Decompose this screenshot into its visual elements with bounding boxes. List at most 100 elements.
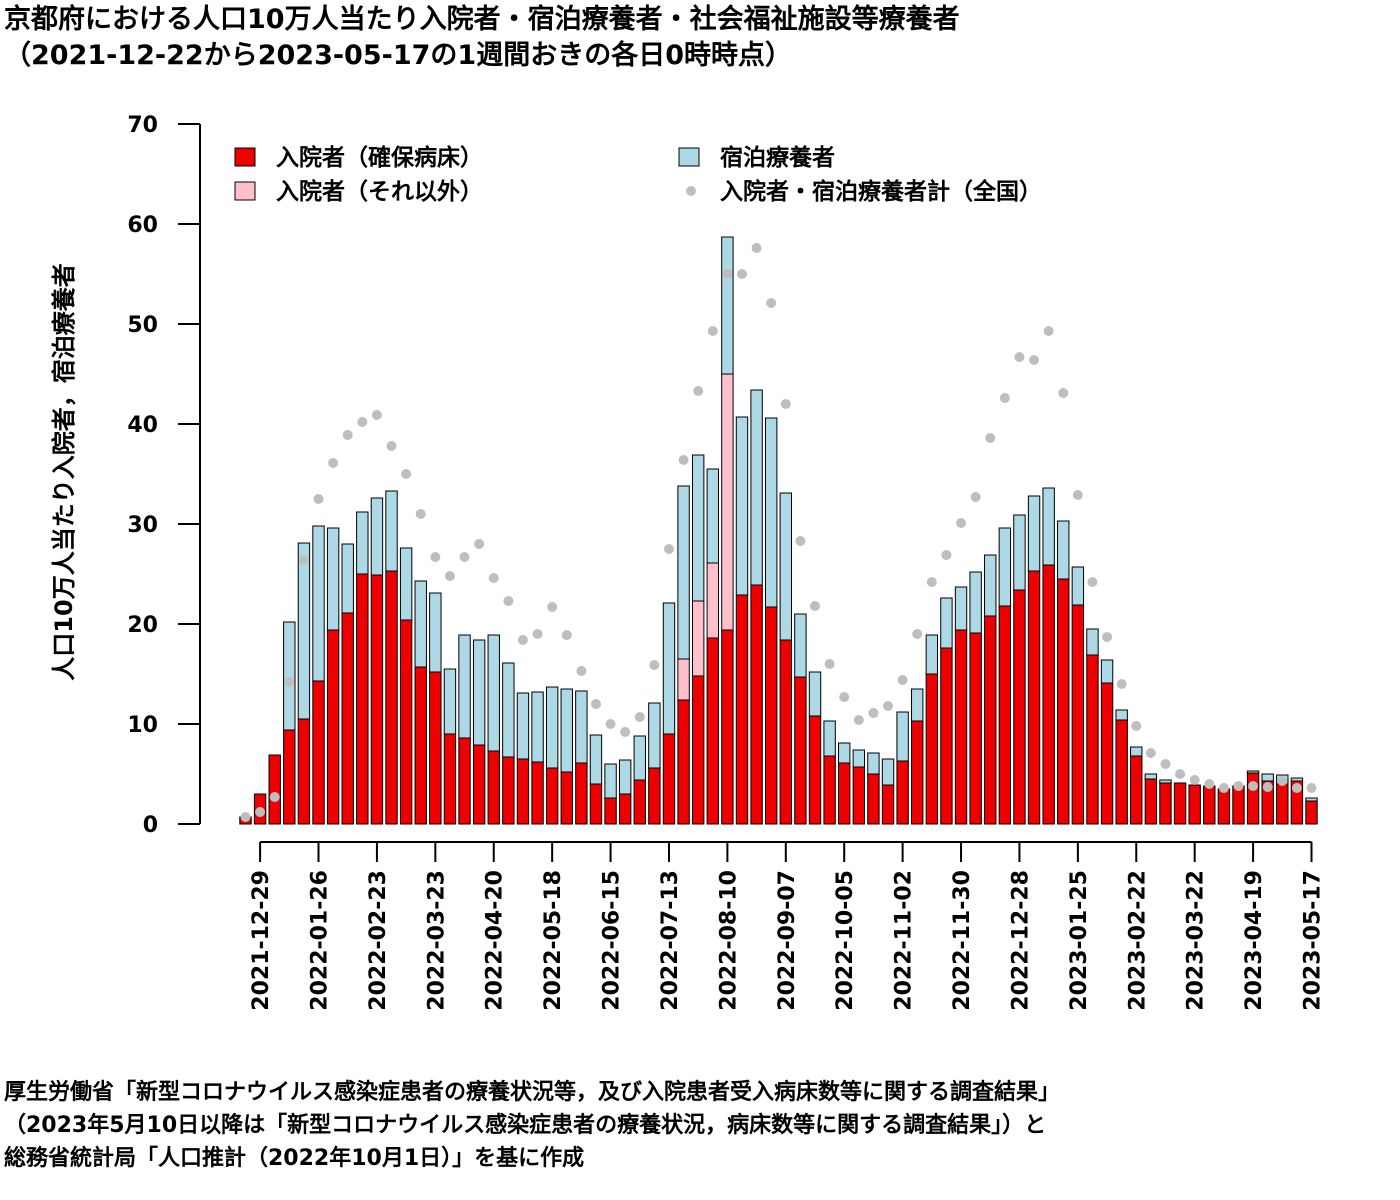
national-total-point xyxy=(736,269,747,279)
bar-segment-series-0 xyxy=(399,619,413,825)
bar-segment-series-2 xyxy=(662,602,676,735)
bar-segment-series-0 xyxy=(414,666,427,825)
national-total-point xyxy=(517,635,528,645)
bar-segment-series-0 xyxy=(677,699,690,825)
bar-segment-series-0 xyxy=(1246,772,1260,825)
y-tick-label: 0 xyxy=(143,813,158,838)
bar-segment-series-0 xyxy=(385,570,398,825)
bar-segment-series-0 xyxy=(1013,589,1026,825)
national-total-point xyxy=(342,430,353,440)
x-tick-label: 2021-12-29 xyxy=(249,870,274,1011)
bar-segment-series-0 xyxy=(896,760,909,825)
national-total-point xyxy=(1131,721,1142,731)
bar-segment-series-0 xyxy=(764,606,778,825)
national-total-point xyxy=(547,602,558,612)
x-tick-label: 2022-04-20 xyxy=(483,870,508,1011)
legend-swatch xyxy=(686,186,696,196)
national-total-point xyxy=(693,386,704,396)
bar-segment-series-0 xyxy=(794,676,807,825)
legend-label: 入院者（確保病床） xyxy=(276,144,483,171)
bar-segment-series-2 xyxy=(1144,773,1158,780)
bar-segment-series-0 xyxy=(633,779,646,825)
bar-segment-series-2 xyxy=(1013,514,1026,591)
national-total-point xyxy=(1175,769,1186,779)
bar-segment-series-2 xyxy=(575,690,588,764)
national-total-point xyxy=(1145,748,1156,758)
bar-segment-series-0 xyxy=(618,793,632,825)
bar-segment-series-2 xyxy=(823,720,836,757)
x-tick-label: 2022-09-07 xyxy=(775,870,800,1011)
national-total-point xyxy=(985,433,996,443)
bar-segment-series-2 xyxy=(911,688,924,722)
national-total-point xyxy=(561,630,572,640)
national-total-point xyxy=(766,298,777,308)
bar-segment-series-2 xyxy=(589,734,603,785)
source-note: 厚生労働省「新型コロナウイルス感染症患者の療養状況等，及び入院患者受入病床数等に… xyxy=(4,1076,1060,1175)
x-tick-label: 2022-07-13 xyxy=(658,870,683,1011)
national-total-point xyxy=(941,550,952,560)
bar-segment-series-2 xyxy=(794,613,807,678)
bar-segment-series-0 xyxy=(998,605,1012,825)
bar-segment-series-0 xyxy=(297,718,311,825)
national-total-point xyxy=(532,629,543,639)
national-total-point xyxy=(839,692,850,702)
national-total-point xyxy=(707,326,718,336)
national-total-point xyxy=(444,571,455,581)
bar-segment-series-2 xyxy=(1261,773,1274,782)
bar-segment-series-0 xyxy=(735,594,749,825)
bar-segment-series-2 xyxy=(838,742,851,764)
national-total-point xyxy=(620,727,631,737)
x-tick-label: 2023-01-25 xyxy=(1067,870,1092,1011)
bar-segment-series-2 xyxy=(954,586,968,631)
national-total-point xyxy=(810,601,821,611)
x-tick-label: 2022-12-28 xyxy=(1008,870,1033,1011)
bar-segment-series-0 xyxy=(911,720,924,825)
bar-segment-series-0 xyxy=(604,797,617,825)
national-total-point xyxy=(824,659,835,669)
y-axis-label: 人口10万人当たり入院者，宿泊療養者 xyxy=(50,263,78,680)
bar-segment-series-0 xyxy=(443,733,457,825)
bar-segment-series-1 xyxy=(721,373,734,631)
bar-segment-series-2 xyxy=(998,527,1012,607)
bar-segment-series-0 xyxy=(1100,682,1114,825)
title-line-1: 京都府における人口10万人当たり入院者・宿泊療養者・社会福祉施設等療養者 xyxy=(4,4,960,35)
bar-segment-series-2 xyxy=(1027,495,1041,572)
bar-segment-series-0 xyxy=(502,756,515,825)
bar-segment-series-2 xyxy=(779,492,793,641)
national-total-point xyxy=(1189,775,1200,785)
national-total-point xyxy=(853,715,864,725)
national-total-point xyxy=(795,536,806,546)
national-total-point xyxy=(284,677,295,687)
national-total-point xyxy=(970,492,981,502)
national-total-point xyxy=(663,544,674,554)
bar-segment-series-0 xyxy=(545,767,559,825)
bar-segment-series-2 xyxy=(721,236,734,375)
bar-segment-series-2 xyxy=(808,671,822,717)
x-tick-label: 2022-06-15 xyxy=(600,870,625,1011)
bar-segment-series-0 xyxy=(589,783,603,825)
bar-segment-series-2 xyxy=(516,692,530,760)
national-total-point xyxy=(1058,388,1069,398)
bar-segment-series-0 xyxy=(1130,755,1143,825)
bar-segment-series-0 xyxy=(648,767,661,825)
national-total-point xyxy=(1072,490,1083,500)
national-total-point xyxy=(780,399,791,409)
bar-segment-series-2 xyxy=(312,525,325,682)
bar-segment-series-2 xyxy=(1042,487,1055,566)
national-total-point xyxy=(897,675,908,685)
x-tick-label: 2023-05-17 xyxy=(1301,870,1326,1011)
national-total-point xyxy=(371,410,382,420)
bar-segment-series-0 xyxy=(516,758,530,825)
bar-segment-series-2 xyxy=(764,417,778,608)
bar-segment-series-1 xyxy=(691,600,705,677)
bar-segment-series-2 xyxy=(472,639,486,746)
bar-segment-series-2 xyxy=(487,634,500,752)
bar-segment-series-2 xyxy=(1290,777,1304,782)
chart-title: 京都府における人口10万人当たり入院者・宿泊療養者・社会福祉施設等療養者 （20… xyxy=(4,2,960,74)
legend-swatch xyxy=(234,181,256,201)
bar-segment-series-2 xyxy=(604,763,617,799)
x-tick-label: 2022-08-10 xyxy=(716,870,741,1011)
national-total-point xyxy=(430,552,441,562)
bar-segment-series-2 xyxy=(545,686,559,769)
national-total-point xyxy=(926,577,937,587)
